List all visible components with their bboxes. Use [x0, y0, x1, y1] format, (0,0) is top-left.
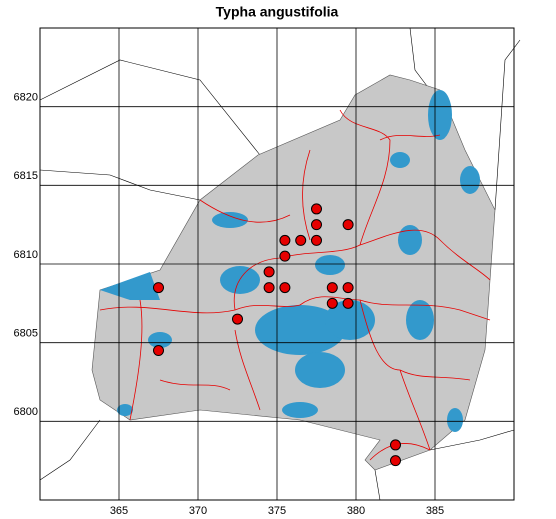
- point: [153, 345, 164, 357]
- point: [279, 282, 291, 294]
- point: [390, 439, 401, 451]
- point: [263, 282, 275, 294]
- x-tick-label: 385: [426, 505, 444, 517]
- point: [342, 282, 354, 294]
- point: [342, 219, 354, 231]
- x-tick-label: 380: [347, 505, 365, 517]
- point: [279, 250, 291, 262]
- x-tick-label: 375: [268, 505, 286, 517]
- point: [390, 455, 401, 467]
- y-tick-label: 6820: [14, 92, 38, 104]
- point: [232, 313, 243, 325]
- x-tick-label: 365: [110, 505, 128, 517]
- x-tick-label: 370: [189, 505, 207, 517]
- point: [295, 234, 307, 246]
- point: [311, 234, 322, 246]
- point: [326, 282, 338, 294]
- point: [263, 266, 275, 278]
- point: [326, 297, 338, 309]
- point: [311, 219, 322, 231]
- point: [153, 282, 164, 294]
- point: [342, 297, 354, 309]
- y-tick-label: 6810: [14, 249, 38, 261]
- y-tick-label: 6800: [14, 406, 38, 418]
- y-tick-label: 6815: [14, 170, 38, 182]
- chart-title: Typha angustifolia: [216, 4, 339, 20]
- point: [311, 203, 322, 215]
- y-tick-label: 6805: [14, 328, 38, 340]
- point: [279, 234, 291, 246]
